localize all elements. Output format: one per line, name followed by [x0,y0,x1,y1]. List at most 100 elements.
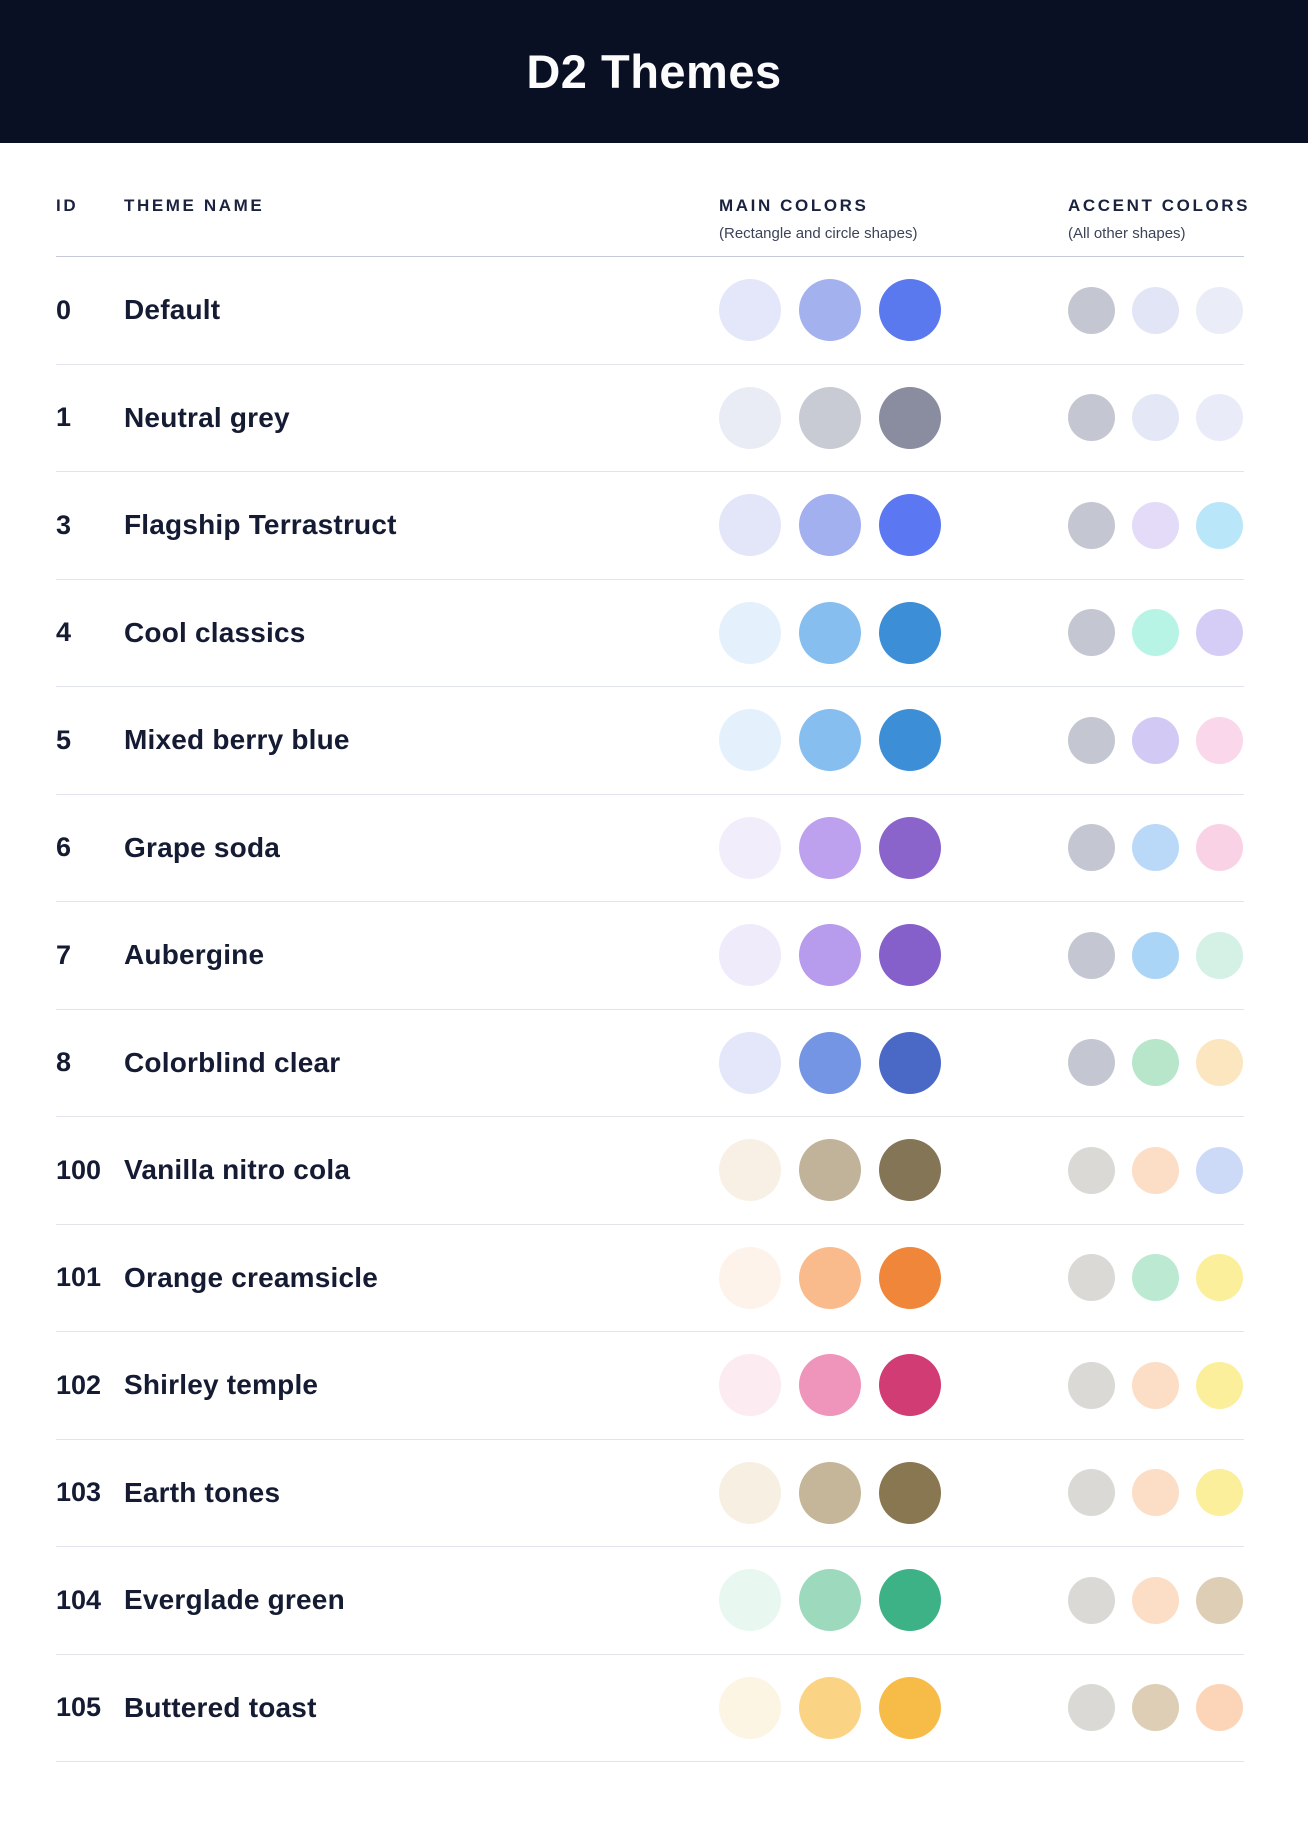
main-color-swatch [879,1139,941,1202]
accent-color-swatch [1132,1254,1179,1302]
theme-name-cell: Neutral grey [124,402,719,434]
main-color-swatch [799,924,861,987]
theme-id: 102 [56,1369,102,1400]
theme-name-cell: Everglade green [124,1584,719,1616]
main-colors [719,709,1068,772]
main-color-swatch [879,1246,941,1309]
main-color-swatch [719,1676,781,1739]
main-colors [719,924,1068,987]
accent-color-swatch [1068,1146,1115,1194]
accent-color-swatch [1068,609,1115,657]
main-colors [719,1031,1068,1094]
main-colors [719,1461,1068,1524]
table-column-headers: ID THEME NAME MAIN COLORS (Rectangle and… [56,143,1251,256]
column-header-id-label: ID [56,196,79,215]
theme-name-cell: Default [124,294,719,326]
accent-colors [1068,931,1244,979]
table-row: 7 Aubergine [56,901,1244,1009]
main-color-swatch [879,1031,941,1094]
main-colors [719,1569,1068,1632]
theme-id-cell: 7 [56,940,124,971]
accent-color-swatch [1196,931,1243,979]
main-color-swatch [799,1354,861,1417]
main-color-swatch [879,1676,941,1739]
column-header-accent-colors: ACCENT COLORS (All other shapes) [1068,196,1251,242]
main-colors [719,816,1068,879]
theme-name-cell: Colorblind clear [124,1047,719,1079]
theme-name: Mixed berry blue [124,724,350,756]
accent-color-swatch [1196,1146,1243,1194]
accent-color-swatch [1068,1254,1115,1302]
themes-table: ID THEME NAME MAIN COLORS (Rectangle and… [0,143,1308,1762]
accent-color-swatch [1196,286,1243,334]
theme-id: 103 [56,1477,102,1508]
accent-color-swatch [1132,931,1179,979]
main-color-swatch [879,816,941,879]
table-row: 8 Colorblind clear [56,1008,1244,1117]
theme-name-cell: Orange creamsicle [124,1262,719,1294]
theme-name-cell: Vanilla nitro cola [124,1154,719,1186]
accent-color-swatch [1196,824,1243,872]
accent-colors [1068,824,1244,872]
accent-colors [1068,286,1244,334]
main-color-swatch [719,1569,781,1632]
accent-colors [1068,501,1244,549]
main-color-swatch [719,816,781,879]
table-row: 1 Neutral grey [56,363,1244,472]
theme-id: 0 [56,294,72,325]
theme-name-cell: Grape soda [124,832,719,864]
theme-id-cell: 101 [56,1262,124,1293]
accent-color-swatch [1132,286,1179,334]
accent-colors [1068,1469,1244,1517]
main-color-swatch [799,1676,861,1739]
column-header-main-subtext: (Rectangle and circle shapes) [719,225,918,242]
main-color-swatch [719,279,781,342]
main-colors [719,1354,1068,1417]
accent-color-swatch [1196,609,1243,657]
accent-color-swatch [1196,1684,1243,1732]
main-colors [719,279,1068,342]
main-color-swatch [799,386,861,449]
accent-color-swatch [1196,1039,1243,1087]
accent-color-swatch [1196,1361,1243,1409]
theme-name: Cool classics [124,616,306,648]
accent-colors [1068,1146,1244,1194]
theme-name: Flagship Terrastruct [124,509,397,541]
main-colors [719,1246,1068,1309]
accent-colors [1068,609,1244,657]
column-header-accent-subtext: (All other shapes) [1068,225,1186,242]
theme-name: Aubergine [124,939,265,971]
main-color-swatch [719,1461,781,1524]
table-row: 100 Vanilla nitro cola [56,1116,1244,1224]
theme-id-cell: 105 [56,1692,124,1723]
column-header-accent-label: ACCENT COLORS [1068,196,1251,215]
accent-color-swatch [1132,1361,1179,1409]
main-color-swatch [719,1139,781,1202]
theme-name: Neutral grey [124,401,290,433]
main-color-swatch [879,601,941,664]
theme-name: Default [124,294,221,326]
accent-color-swatch [1132,394,1179,442]
theme-name: Vanilla nitro cola [124,1154,351,1186]
theme-name: Earth tones [124,1476,281,1508]
theme-name: Grape soda [124,831,281,863]
main-color-swatch [719,1354,781,1417]
theme-id: 7 [56,939,72,970]
accent-color-swatch [1068,931,1115,979]
theme-id: 8 [56,1047,72,1078]
theme-id-cell: 5 [56,725,124,756]
main-color-swatch [799,1139,861,1202]
theme-name: Shirley temple [124,1369,319,1401]
accent-color-swatch [1132,824,1179,872]
table-row: 105 Buttered toast [56,1653,1244,1762]
theme-id-cell: 0 [56,295,124,326]
accent-color-swatch [1068,716,1115,764]
main-color-swatch [879,1354,941,1417]
theme-name: Everglade green [124,1584,345,1616]
main-color-swatch [719,494,781,557]
column-header-main-colors: MAIN COLORS (Rectangle and circle shapes… [719,196,1068,242]
table-row: 6 Grape soda [56,793,1244,902]
theme-id-cell: 102 [56,1370,124,1401]
main-color-swatch [799,816,861,879]
table-row: 4 Cool classics [56,578,1244,687]
